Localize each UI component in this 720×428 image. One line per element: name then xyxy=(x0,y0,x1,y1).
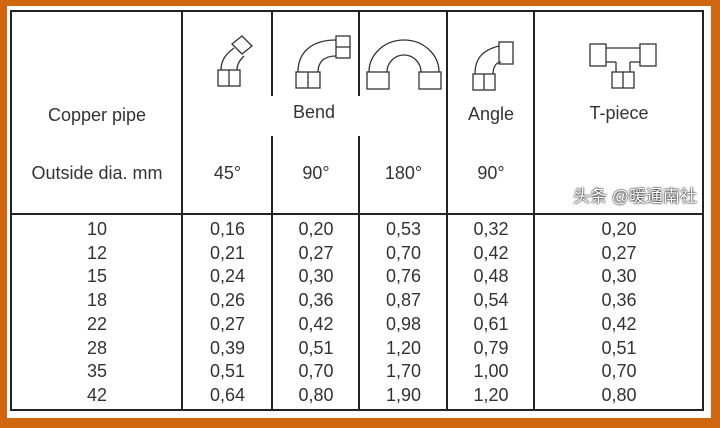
cell-angle-90: 0,48 xyxy=(473,266,509,287)
angle-180: 180° xyxy=(384,163,423,183)
cell-angle-90: 1,20 xyxy=(473,384,509,405)
col-line xyxy=(271,10,273,96)
cell-bend-45: 0,21 xyxy=(209,242,246,263)
cell-t-piece: 0,70 xyxy=(601,361,637,382)
col-line xyxy=(271,136,273,411)
col-line xyxy=(358,136,360,411)
cell-bend-180: 0,76 xyxy=(385,266,422,287)
cell-outside-dia: 12 xyxy=(86,242,108,263)
cell-bend-90: 0,20 xyxy=(298,219,334,239)
cell-bend-45: 0,27 xyxy=(209,313,246,334)
cell-bend-180: 0,53 xyxy=(385,219,422,239)
cell-bend-90: 0,36 xyxy=(298,290,334,311)
cell-t-piece: 0,80 xyxy=(601,384,637,405)
bend-45-icon xyxy=(217,35,253,87)
angle-angle-90: 90° xyxy=(477,163,505,183)
cell-bend-45: 0,26 xyxy=(209,290,246,311)
col-line xyxy=(446,10,448,411)
cell-angle-90: 0,79 xyxy=(473,337,509,358)
copper-pipe-label: Copper pipe xyxy=(47,105,147,125)
cell-bend-180: 1,20 xyxy=(385,337,422,358)
cell-t-piece: 0,36 xyxy=(601,290,637,311)
border-top xyxy=(10,10,704,12)
cell-angle-90: 0,32 xyxy=(473,219,509,239)
cell-bend-90: 0,27 xyxy=(298,242,334,263)
border-bottom xyxy=(10,409,704,411)
cell-t-piece: 0,20 xyxy=(601,219,637,239)
cell-bend-180: 0,98 xyxy=(385,313,422,334)
cell-outside-dia: 35 xyxy=(86,361,108,382)
cell-t-piece: 0,30 xyxy=(601,266,637,287)
cell-t-piece: 0,42 xyxy=(601,313,637,334)
col-line xyxy=(358,10,360,96)
cell-angle-90: 0,54 xyxy=(473,290,509,311)
cell-bend-180: 0,87 xyxy=(385,290,422,311)
table-sheet: Copper pipe Outside dia. mm Bend Angle T… xyxy=(7,6,711,418)
outside-dia-label: Outside dia. mm xyxy=(31,163,163,183)
cell-bend-45: 0,64 xyxy=(209,384,246,405)
bend-180-icon xyxy=(366,39,442,90)
cell-t-piece: 0,51 xyxy=(601,337,637,358)
cell-angle-90: 0,42 xyxy=(473,242,509,263)
cell-t-piece: 0,27 xyxy=(601,242,637,263)
bend-label: Bend xyxy=(292,102,336,122)
cell-bend-45: 0,24 xyxy=(209,266,246,287)
t-piece-label: T-piece xyxy=(589,103,649,123)
angle-90: 90° xyxy=(302,163,330,183)
cell-bend-180: 0,70 xyxy=(385,242,422,263)
angle-45: 45° xyxy=(213,163,242,183)
cell-outside-dia: 22 xyxy=(86,313,108,334)
border-left xyxy=(10,10,12,411)
cell-bend-90: 0,80 xyxy=(298,384,334,405)
cell-bend-45: 0,51 xyxy=(209,361,246,382)
cell-outside-dia: 10 xyxy=(86,219,108,239)
cell-bend-45: 0,16 xyxy=(209,219,246,239)
cell-bend-90: 0,30 xyxy=(298,266,334,287)
cell-bend-90: 0,42 xyxy=(298,313,334,334)
cell-outside-dia: 42 xyxy=(86,384,108,405)
header-divider xyxy=(10,213,704,215)
cell-bend-180: 1,90 xyxy=(385,384,422,405)
cell-outside-dia: 28 xyxy=(86,337,108,358)
cell-angle-90: 0,61 xyxy=(473,313,509,334)
cell-bend-180: 1,70 xyxy=(385,361,422,382)
watermark: 头条 @暖通南社 xyxy=(573,187,697,206)
angle-label: Angle xyxy=(467,104,515,124)
bend-90-icon xyxy=(295,35,351,89)
angle-90-icon xyxy=(472,41,514,91)
cell-bend-90: 0,70 xyxy=(298,361,334,382)
border-right xyxy=(702,10,704,411)
t-piece-icon xyxy=(589,43,657,89)
col-line xyxy=(181,10,183,411)
col-line xyxy=(533,10,535,411)
cell-angle-90: 1,00 xyxy=(473,361,509,382)
cell-outside-dia: 15 xyxy=(86,266,108,287)
cell-outside-dia: 18 xyxy=(86,290,108,311)
cell-bend-90: 0,51 xyxy=(298,337,334,358)
cell-bend-45: 0,39 xyxy=(209,337,246,358)
